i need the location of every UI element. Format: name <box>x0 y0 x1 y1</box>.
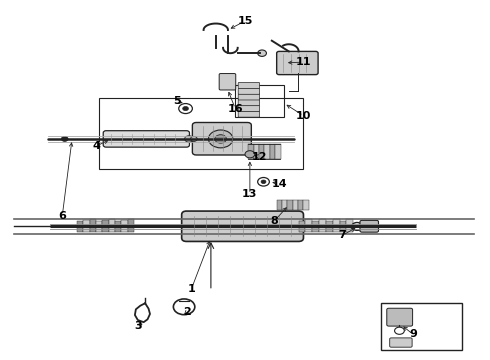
FancyBboxPatch shape <box>238 111 260 117</box>
Bar <box>282 200 288 210</box>
Text: 15: 15 <box>237 16 253 26</box>
Text: 3: 3 <box>134 321 142 332</box>
Circle shape <box>191 136 197 141</box>
FancyBboxPatch shape <box>238 100 260 106</box>
Bar <box>90 219 96 232</box>
Bar <box>109 219 115 232</box>
Bar <box>115 221 121 232</box>
Bar <box>270 144 275 158</box>
Bar <box>83 220 90 232</box>
Bar <box>102 220 109 232</box>
Bar <box>346 219 353 232</box>
Bar <box>340 221 346 232</box>
Bar <box>381 303 462 350</box>
FancyBboxPatch shape <box>387 308 413 326</box>
FancyBboxPatch shape <box>238 82 260 89</box>
FancyBboxPatch shape <box>103 131 190 147</box>
Text: 7: 7 <box>339 230 346 240</box>
Circle shape <box>261 180 266 184</box>
FancyBboxPatch shape <box>238 88 260 94</box>
Text: 5: 5 <box>173 96 181 107</box>
Text: 6: 6 <box>58 211 66 221</box>
Text: 13: 13 <box>242 189 258 199</box>
Bar <box>326 221 333 232</box>
Text: 4: 4 <box>93 141 100 151</box>
FancyBboxPatch shape <box>182 211 303 242</box>
Bar <box>77 221 83 232</box>
Bar <box>248 144 254 158</box>
Circle shape <box>61 136 68 141</box>
FancyBboxPatch shape <box>219 73 236 90</box>
Bar <box>303 200 309 210</box>
Circle shape <box>245 151 255 158</box>
FancyBboxPatch shape <box>360 220 378 232</box>
Bar <box>305 219 312 232</box>
Bar <box>293 200 298 210</box>
Bar <box>333 219 340 232</box>
Text: 16: 16 <box>227 104 243 113</box>
FancyBboxPatch shape <box>193 122 251 155</box>
Bar <box>265 144 270 158</box>
Text: 12: 12 <box>252 152 268 162</box>
Text: 1: 1 <box>188 284 196 294</box>
Circle shape <box>185 136 194 142</box>
Bar <box>277 200 282 210</box>
Text: 9: 9 <box>409 329 417 339</box>
Bar <box>235 85 284 117</box>
Bar <box>275 144 281 158</box>
Circle shape <box>208 130 233 148</box>
FancyBboxPatch shape <box>390 338 412 347</box>
Bar <box>254 144 259 158</box>
Bar <box>298 221 305 232</box>
Bar <box>121 220 127 232</box>
Text: 8: 8 <box>270 216 278 226</box>
Bar <box>288 200 293 210</box>
Text: 14: 14 <box>271 179 287 189</box>
Circle shape <box>183 107 189 111</box>
Bar <box>127 219 134 232</box>
Circle shape <box>258 50 267 57</box>
FancyBboxPatch shape <box>277 51 318 75</box>
Bar <box>96 221 102 232</box>
FancyBboxPatch shape <box>238 94 260 100</box>
FancyBboxPatch shape <box>238 105 260 111</box>
Bar <box>312 221 319 232</box>
Text: 2: 2 <box>183 307 191 317</box>
Text: 10: 10 <box>296 111 311 121</box>
Text: 11: 11 <box>296 57 311 67</box>
Bar <box>298 200 303 210</box>
Bar <box>259 144 265 158</box>
Circle shape <box>215 135 226 143</box>
Bar <box>319 219 326 232</box>
